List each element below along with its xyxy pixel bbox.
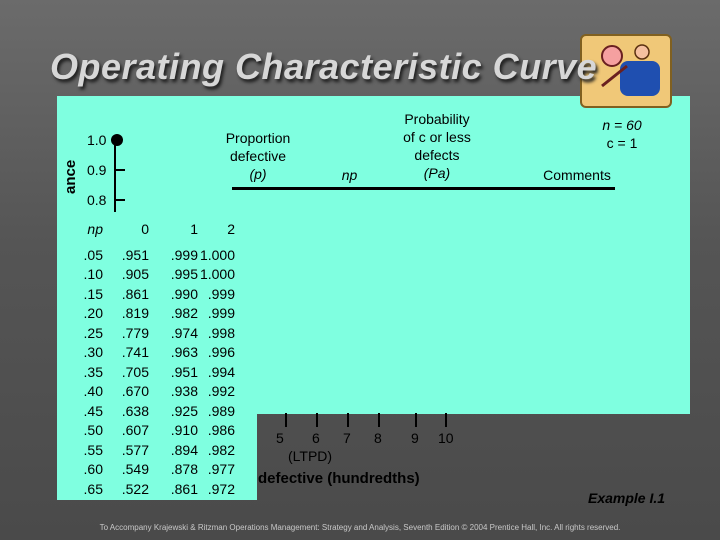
col-np: np .05.10.15 .20.25.30 .35.40.45 .50.55.… [83, 221, 103, 497]
poisson-table: np .05.10.15 .20.25.30 .35.40.45 .50.55.… [57, 212, 257, 500]
y-tick-label: 0.8 [87, 192, 107, 208]
worker-clipart-icon [580, 34, 672, 108]
col-c0: 0 .951.905.861 .819.779.741 .705.670.638… [121, 221, 149, 497]
header-divider [232, 187, 615, 190]
header-sample-params: n = 60 c = 1 [602, 117, 642, 151]
header-comments: Comments [543, 167, 611, 183]
x-tick [445, 413, 447, 427]
x-tick [316, 413, 318, 427]
slide-footer: To Accompany Krajewski & Ritzman Operati… [99, 523, 621, 532]
y-tick-label: 1.0 [87, 132, 107, 148]
header-np: np [341, 167, 358, 183]
x-tick-label: 10 [438, 430, 454, 446]
x-tick-label: 6 [312, 430, 320, 446]
x-tick-label: 5 [276, 430, 284, 446]
col-c1: 1 .999.995.990 .982.974.963 .951.938.925… [170, 221, 198, 497]
x-tick-label: 9 [411, 430, 419, 446]
y-axis-title: ance [62, 159, 79, 194]
example-label: Example I.1 [588, 490, 666, 506]
slide-title: Operating Characteristic Curve [50, 46, 598, 87]
col-c2: 2 1.000 1.000.999 .999.998.996 .994.992.9… [199, 221, 235, 497]
ltpd-label: (LTPD) [288, 448, 333, 464]
x-tick [378, 413, 380, 427]
header-proportion: Proportion defective (p) [225, 130, 291, 182]
x-tick-label: 7 [343, 430, 351, 446]
header-probability: Probability of c or less defects (Pa) [403, 111, 471, 181]
x-tick [347, 413, 349, 427]
y-tick-label: 0.9 [87, 162, 107, 178]
x-tick [415, 413, 417, 427]
x-axis-title: defective (hundredths) [258, 470, 420, 487]
x-tick [285, 413, 287, 427]
x-tick-label: 8 [374, 430, 382, 446]
